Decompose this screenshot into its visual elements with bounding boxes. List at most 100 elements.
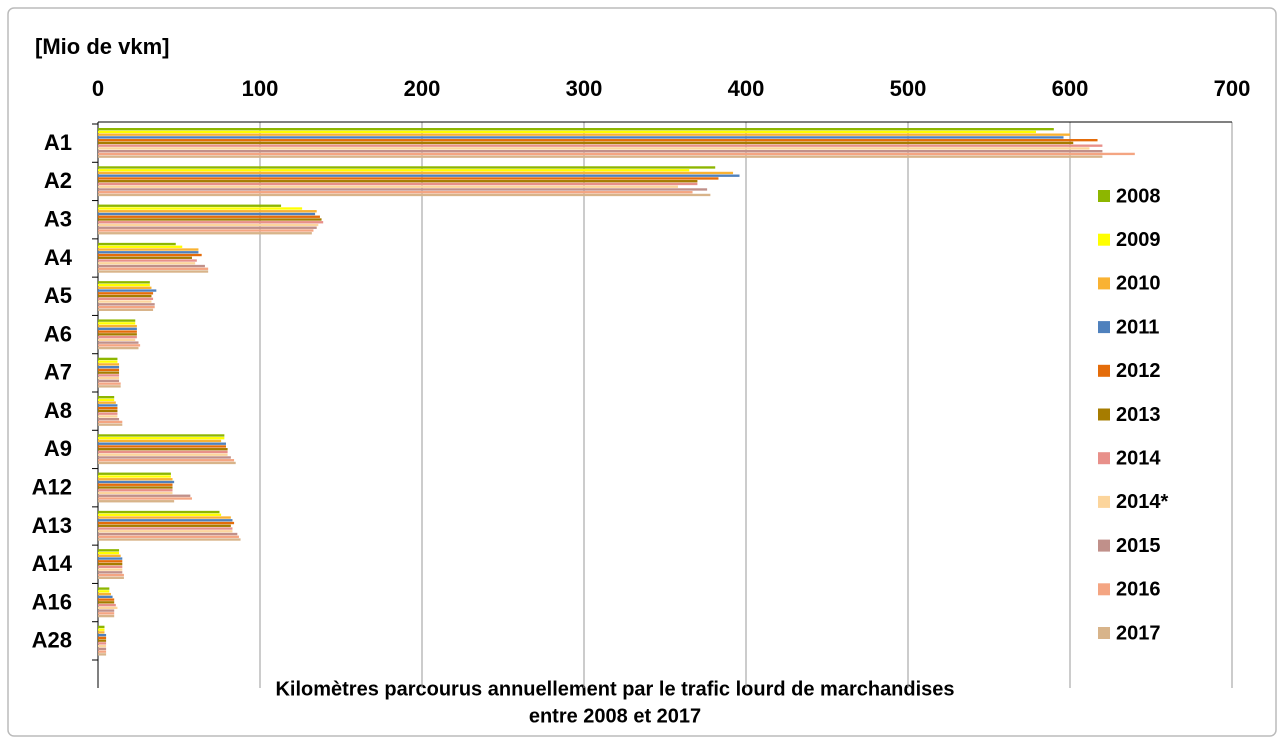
bar (98, 169, 690, 172)
bar (98, 631, 105, 634)
bar (98, 330, 137, 333)
bar (98, 489, 173, 492)
bar (98, 182, 698, 186)
legend-swatch (1098, 321, 1110, 334)
bar (98, 286, 152, 289)
bar (98, 557, 123, 560)
bar (98, 456, 231, 459)
bar (98, 204, 282, 207)
bar (98, 223, 319, 227)
bar (98, 587, 110, 590)
legend-label: 2010 (1116, 273, 1161, 295)
bar (98, 166, 716, 169)
bar (98, 524, 231, 527)
bar (98, 333, 137, 336)
legend-swatch (1098, 233, 1110, 246)
bar (98, 245, 183, 248)
legend-label: 2016 (1116, 579, 1161, 601)
bar (98, 404, 118, 407)
bar (98, 650, 107, 653)
bar (98, 292, 154, 295)
bar (98, 532, 238, 536)
bar (98, 603, 116, 607)
y-tick-label: A1 (44, 130, 72, 155)
bar (98, 494, 191, 497)
bar (98, 191, 693, 194)
legend-label: 2013 (1116, 404, 1161, 426)
bar (98, 562, 123, 566)
bar (98, 571, 123, 574)
bar (98, 554, 121, 557)
y-tick-label: A16 (32, 589, 72, 614)
x-tick-label: 300 (566, 76, 603, 101)
bar (98, 152, 1135, 156)
bar (98, 560, 123, 563)
bar (98, 297, 154, 300)
bar (98, 226, 317, 229)
y-tick-label: A5 (44, 283, 72, 308)
bar (98, 177, 719, 180)
bar (98, 385, 121, 388)
bar (98, 322, 136, 325)
bar (98, 174, 740, 177)
chart-title: Kilomètres parcourus annuellement par le… (275, 678, 954, 700)
legend-swatch (1098, 539, 1110, 552)
bar (98, 308, 154, 311)
y-tick-label: A7 (44, 360, 72, 385)
bar (98, 270, 209, 273)
bar (98, 497, 192, 500)
y-tick-label: A9 (44, 436, 72, 461)
bar (98, 229, 314, 232)
bar (98, 338, 136, 342)
bar (98, 633, 107, 637)
bar (98, 210, 317, 213)
bar (98, 420, 123, 424)
bar (98, 565, 123, 568)
bar (98, 365, 120, 369)
bar (98, 264, 205, 268)
bar (98, 374, 120, 377)
bar (98, 248, 199, 251)
bar (98, 300, 152, 303)
legend-swatch (1098, 495, 1110, 508)
bar (98, 215, 320, 218)
bar (98, 439, 222, 443)
bar (98, 549, 120, 552)
bar (98, 423, 123, 426)
bar (98, 256, 192, 259)
bar (98, 188, 708, 191)
bar (98, 150, 1103, 153)
bar (98, 573, 124, 577)
bar (98, 368, 120, 372)
bar (98, 407, 118, 410)
x-tick-label: 400 (728, 76, 765, 101)
legend-label: 2015 (1116, 535, 1161, 557)
bar (98, 136, 1064, 139)
bar (98, 639, 107, 642)
x-tick-label: 0 (92, 76, 104, 101)
bar (98, 305, 155, 309)
bar (98, 606, 118, 610)
bar (98, 500, 175, 503)
legend-swatch (1098, 364, 1110, 377)
x-tick-label: 700 (1214, 76, 1251, 101)
bar (98, 595, 113, 599)
bar (98, 147, 1090, 150)
bar (98, 636, 107, 640)
bar (98, 491, 173, 495)
legend-label: 2014* (1116, 491, 1168, 513)
bar (98, 259, 197, 262)
bar (98, 445, 226, 448)
bar (98, 448, 228, 451)
x-tick-label: 500 (890, 76, 927, 101)
bar (98, 519, 233, 522)
bar (98, 133, 1070, 136)
bar (98, 251, 199, 254)
legend-label: 2012 (1116, 360, 1161, 382)
bar (98, 155, 1103, 158)
bar (98, 653, 107, 656)
bar (98, 262, 196, 265)
x-tick-label: 200 (404, 76, 441, 101)
bar (98, 360, 118, 363)
